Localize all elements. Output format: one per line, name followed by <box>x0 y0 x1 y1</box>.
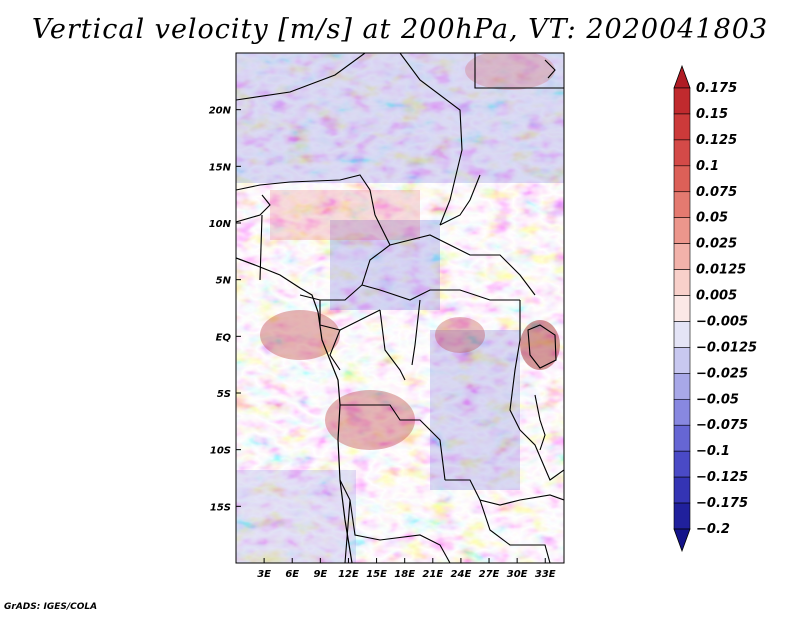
colorbar-label: 0.025 <box>696 237 737 252</box>
grads-credit: GrADS: IGES/COLA <box>4 602 98 612</box>
colorbar-label: 0.05 <box>696 211 728 226</box>
colorbar-label: −0.1 <box>696 444 730 459</box>
colorbar-segment <box>673 217 691 244</box>
lat-tick-label: 20N <box>209 106 232 117</box>
colorbar-segment <box>673 321 691 348</box>
lon-tick-label: 12E <box>338 569 359 580</box>
colorbar-segment <box>673 139 691 167</box>
velocity-field <box>236 53 564 563</box>
colorbar-segment <box>673 113 691 141</box>
lon-tick-label: 27E <box>479 569 500 580</box>
colorbar-label: −0.005 <box>696 314 748 329</box>
lat-tick-label: 15N <box>209 162 232 173</box>
latitude-axis: 20N 15N 10N 5N EQ 5S 10S 15S <box>209 106 241 513</box>
longitude-axis: 3E 6E 9E 12E 15E 18E 21E 24E 27E 30E 33E <box>257 558 556 580</box>
colorbar-label: −0.025 <box>696 366 748 381</box>
lat-tick-label: 15S <box>210 502 231 513</box>
colorbar-segment <box>673 87 691 115</box>
colorbar-segment <box>673 347 691 374</box>
plot-frame <box>235 52 565 564</box>
colorbar-segment <box>673 269 691 296</box>
colorbar-segment <box>673 476 691 504</box>
colorbar-segment <box>673 450 691 478</box>
colorbar-label: −0.075 <box>696 418 748 433</box>
lat-tick-label: EQ <box>216 332 232 343</box>
colorbar-segment <box>673 373 691 400</box>
lon-tick-label: 33E <box>535 569 556 580</box>
colorbar-label: −0.125 <box>696 470 748 485</box>
lon-tick-label: 21E <box>422 569 443 580</box>
colorbar-label: −0.0125 <box>696 340 757 355</box>
colorbar-label: −0.05 <box>696 392 739 407</box>
colorbar-segment <box>673 502 691 530</box>
colorbar-top-triangle <box>673 64 691 89</box>
colorbar-segment <box>673 243 691 270</box>
colorbar-segment <box>673 424 691 452</box>
lon-tick-label: 15E <box>366 569 387 580</box>
country-borders <box>236 53 564 563</box>
lat-tick-label: 10N <box>209 219 232 230</box>
colorbar-label: 0.1 <box>696 159 719 174</box>
lon-tick-label: 3E <box>257 569 271 580</box>
lon-tick-label: 30E <box>507 569 528 580</box>
lon-tick-label: 18E <box>394 569 415 580</box>
lat-tick-label: 5N <box>216 276 232 287</box>
colorbar-label: 0.125 <box>696 133 737 148</box>
lat-tick-label: 5S <box>217 389 231 400</box>
colorbar-label: 0.0125 <box>696 263 746 278</box>
colorbar-label: 0.005 <box>696 289 737 304</box>
colorbar-segment <box>673 165 691 193</box>
colorbar-segment <box>673 191 691 219</box>
map-title: Vertical velocity [m/s] at 200hPa, VT: 2… <box>31 14 769 45</box>
colorbar-label: 0.075 <box>696 185 737 200</box>
colorbar: 0.175 0.15 0.125 0.1 0.075 0.05 0.025 0.0125 0.0… <box>673 64 757 553</box>
lat-tick-label: 10S <box>210 446 231 457</box>
colorbar-segment <box>673 398 691 426</box>
colorbar-segment <box>673 295 691 322</box>
colorbar-label: −0.2 <box>696 522 730 537</box>
colorbar-label: 0.175 <box>696 81 737 96</box>
colorbar-label: 0.15 <box>696 107 728 122</box>
coastline <box>236 257 353 563</box>
colorbar-bottom-triangle <box>673 528 691 553</box>
lon-tick-label: 6E <box>285 569 299 580</box>
lon-tick-label: 24E <box>451 569 472 580</box>
lon-tick-label: 9E <box>313 569 327 580</box>
colorbar-label: −0.175 <box>696 496 748 511</box>
